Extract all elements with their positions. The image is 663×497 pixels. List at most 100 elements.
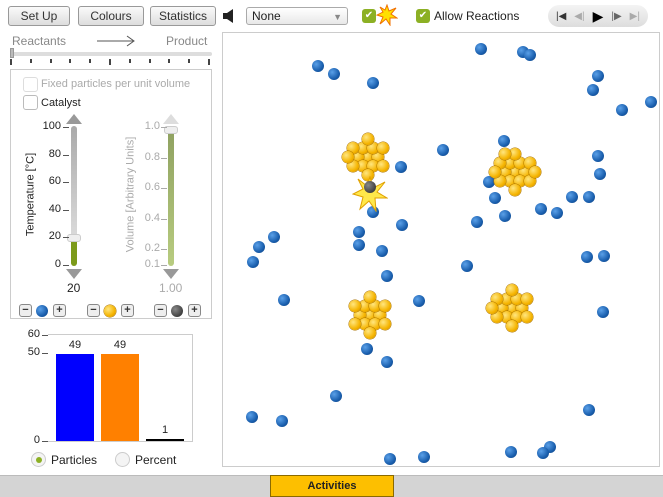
add-blue-button[interactable]: + xyxy=(53,304,66,317)
volume-slider[interactable] xyxy=(168,126,174,266)
effect-dropdown[interactable]: None ▼ xyxy=(246,7,348,25)
skip-to-start-icon[interactable]: |◀ xyxy=(556,10,567,22)
slider-tick xyxy=(89,59,92,63)
step-back-icon[interactable]: ◀| xyxy=(574,10,585,22)
orange-particle xyxy=(342,151,354,163)
bar-label: 49 xyxy=(113,339,127,352)
temperature-value: 20 xyxy=(67,281,81,295)
temperature-tick-label: 40 xyxy=(48,202,61,215)
chart-frame xyxy=(48,334,193,442)
dropdown-value: None xyxy=(252,9,281,23)
activities-button[interactable]: Activities xyxy=(270,475,394,497)
percent-radio-label: Percent xyxy=(135,453,177,467)
orange-particle xyxy=(506,284,518,296)
temperature-up-icon[interactable] xyxy=(66,114,82,124)
simulation-area[interactable] xyxy=(222,32,660,467)
step-forward-icon[interactable]: |▶ xyxy=(611,10,622,22)
volume-tick-label: 0.2 xyxy=(144,242,160,255)
temperature-slider[interactable] xyxy=(71,126,77,266)
slider-tick xyxy=(29,59,32,63)
remove-blue-button[interactable]: − xyxy=(19,304,32,317)
temperature-label: Temperature [°C] xyxy=(24,152,37,237)
blue-particle xyxy=(489,192,501,204)
temperature-fill xyxy=(71,238,77,266)
star-icon xyxy=(375,3,399,29)
volume-thumb[interactable] xyxy=(164,126,178,134)
orange-particle xyxy=(509,148,521,160)
blue-particle xyxy=(583,404,595,416)
blue-particle xyxy=(376,245,388,257)
allow-reactions-checkbox[interactable]: ✔ xyxy=(416,9,430,23)
slider-tick xyxy=(69,59,72,63)
percent-radio[interactable] xyxy=(115,452,130,467)
speaker-icon[interactable] xyxy=(222,8,236,24)
volume-tick xyxy=(161,264,167,266)
temperature-tick-label: 0 xyxy=(54,258,61,270)
blue-particle xyxy=(276,415,288,427)
orange-particle xyxy=(504,157,516,169)
blue-particle xyxy=(483,176,495,188)
particle-count-chart: 60 50 0 49 49 1 xyxy=(0,328,200,450)
orange-particle xyxy=(349,318,361,330)
statistics-button[interactable]: Statistics xyxy=(150,6,216,26)
blue-particle xyxy=(246,411,258,423)
volume-up-icon[interactable] xyxy=(163,114,179,124)
remove-black-button[interactable]: − xyxy=(154,304,167,317)
blue-particle xyxy=(328,68,340,80)
catalyst-label: Catalyst xyxy=(41,97,81,109)
orange-particle xyxy=(506,320,518,332)
temperature-tick xyxy=(63,237,69,239)
slider-tick xyxy=(128,59,131,63)
orange-particle xyxy=(489,166,501,178)
add-black-button[interactable]: + xyxy=(188,304,201,317)
y-tick xyxy=(42,352,48,354)
blue-particle xyxy=(381,356,393,368)
fixed-particles-checkbox[interactable] xyxy=(23,77,38,92)
bar-blue xyxy=(56,354,94,441)
reaction-slider[interactable] xyxy=(10,48,212,65)
orange-particle xyxy=(357,142,369,154)
blue-particle xyxy=(583,191,595,203)
y-tick-label: 60 xyxy=(27,328,40,340)
bar-label: 1 xyxy=(161,424,169,436)
temperature-thumb[interactable] xyxy=(67,234,81,242)
y-tick xyxy=(42,441,48,442)
orange-particle xyxy=(347,160,359,172)
blue-particle xyxy=(268,231,280,243)
orange-particle xyxy=(364,291,376,303)
colours-button[interactable]: Colours xyxy=(78,6,144,26)
volume-tick xyxy=(161,157,167,159)
collision-flash-checkbox[interactable]: ✔ xyxy=(362,9,376,23)
add-orange-button[interactable]: + xyxy=(121,304,134,317)
setup-button[interactable]: Set Up xyxy=(8,6,70,26)
playback-controls: |◀ ◀| ▶ |▶ ▶| xyxy=(548,5,648,27)
temperature-tick xyxy=(63,209,69,211)
remove-orange-button[interactable]: − xyxy=(87,304,100,317)
reaction-slider-thumb[interactable] xyxy=(10,48,14,58)
blue-particle xyxy=(505,446,517,458)
volume-tick xyxy=(161,218,167,220)
blue-particle xyxy=(499,210,511,222)
play-icon[interactable]: ▶ xyxy=(592,7,604,24)
catalyst-checkbox[interactable] xyxy=(23,95,38,110)
orange-particle xyxy=(364,327,376,339)
blue-particle xyxy=(592,150,604,162)
temperature-tick xyxy=(63,265,69,266)
orange-particle xyxy=(379,300,391,312)
volume-down-icon[interactable] xyxy=(163,269,179,279)
bar-orange xyxy=(101,354,139,441)
orange-particle xyxy=(362,169,374,181)
orange-particle xyxy=(349,300,361,312)
allow-reactions-label: Allow Reactions xyxy=(434,9,520,23)
volume-tick-label: 0.4 xyxy=(144,211,160,224)
temperature-down-icon[interactable] xyxy=(66,269,82,279)
slider-tick xyxy=(168,59,171,63)
blue-particle xyxy=(437,144,449,156)
volume-label: Volume [Arbitrary Units] xyxy=(124,136,137,253)
blue-particle xyxy=(471,216,483,228)
skip-to-end-icon[interactable]: ▶| xyxy=(629,10,640,22)
particles-radio[interactable] xyxy=(31,452,46,467)
temperature-tick-label: 20 xyxy=(48,230,61,243)
volume-tick-label: 0.1 xyxy=(144,257,160,270)
blue-particle xyxy=(353,226,365,238)
